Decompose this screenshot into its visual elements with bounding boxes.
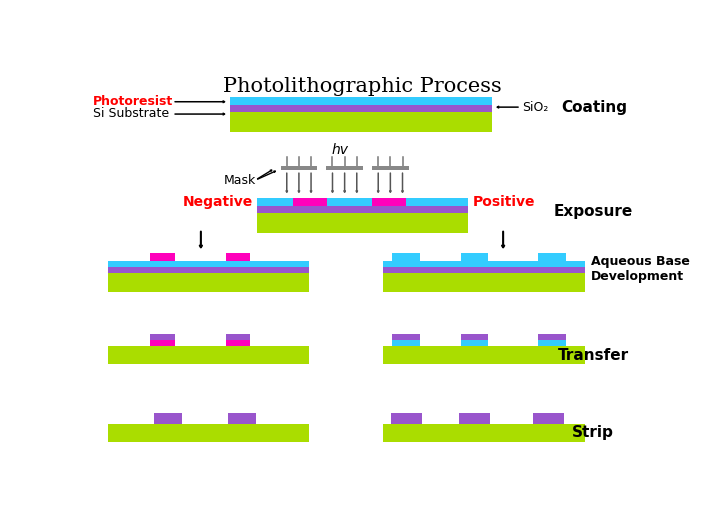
Text: Aqueous Base
Development: Aqueous Base Development: [590, 255, 690, 283]
Text: Transfer: Transfer: [557, 348, 629, 363]
Text: Si Substrate: Si Substrate: [93, 107, 169, 120]
Text: Exposure: Exposure: [554, 204, 633, 219]
Text: Positive: Positive: [473, 195, 535, 209]
Bar: [280, 167, 317, 170]
Bar: [460, 252, 489, 261]
Bar: [230, 97, 491, 105]
Text: Photoresist: Photoresist: [93, 95, 173, 108]
Text: Strip: Strip: [572, 425, 614, 441]
Bar: [372, 167, 409, 170]
Bar: [230, 112, 491, 132]
Bar: [149, 340, 175, 346]
Bar: [392, 340, 421, 346]
Bar: [538, 334, 566, 340]
Bar: [108, 267, 309, 274]
Bar: [108, 261, 309, 267]
Bar: [154, 413, 182, 424]
Bar: [391, 413, 422, 424]
Bar: [383, 346, 585, 364]
Bar: [383, 424, 585, 442]
Bar: [108, 346, 309, 364]
Text: Coating: Coating: [561, 101, 627, 115]
Text: Photolithographic Process: Photolithographic Process: [224, 77, 502, 96]
Bar: [372, 198, 406, 206]
Bar: [226, 340, 251, 346]
Bar: [258, 212, 468, 232]
Text: Mask: Mask: [223, 174, 256, 187]
Bar: [226, 334, 251, 340]
Bar: [230, 105, 491, 112]
Bar: [108, 424, 309, 442]
Bar: [392, 334, 421, 340]
Bar: [258, 198, 468, 206]
Bar: [149, 334, 175, 340]
Bar: [108, 274, 309, 292]
Bar: [538, 340, 566, 346]
Bar: [460, 334, 489, 340]
Bar: [293, 198, 327, 206]
Bar: [460, 340, 489, 346]
Bar: [326, 167, 363, 170]
Text: Negative: Negative: [183, 195, 253, 209]
Bar: [383, 274, 585, 292]
Bar: [392, 252, 421, 261]
Text: SiO₂: SiO₂: [523, 101, 549, 114]
Bar: [149, 252, 175, 261]
Bar: [383, 261, 585, 267]
Bar: [383, 267, 585, 274]
Bar: [532, 413, 564, 424]
Bar: [538, 252, 566, 261]
Bar: [459, 413, 490, 424]
Bar: [258, 206, 468, 212]
Bar: [228, 413, 256, 424]
Text: hv: hv: [332, 143, 349, 157]
Bar: [226, 252, 251, 261]
